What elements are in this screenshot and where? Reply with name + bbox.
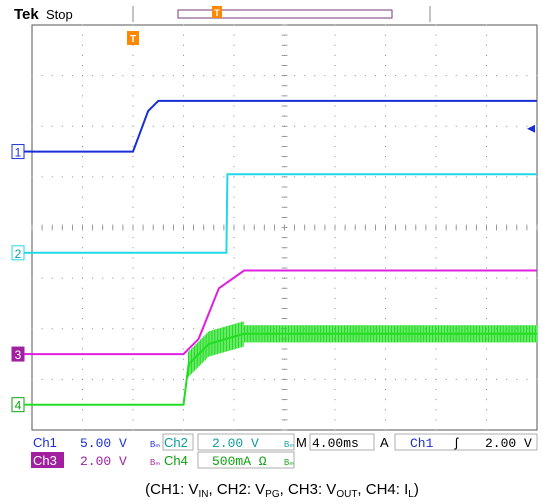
channel-1-ground-marker[interactable]: 1 xyxy=(11,144,32,160)
channel-3-ground-label: 3 xyxy=(15,348,22,362)
status-ch3-label-bg xyxy=(31,452,64,468)
channel-markers: 1 2 3 4 T xyxy=(11,31,535,413)
status-trigger-level: 2.00 V xyxy=(485,436,532,451)
channel-4-ground-marker[interactable]: 4 xyxy=(11,397,32,413)
svg-text:T: T xyxy=(130,34,136,45)
status-ch3-suffix: Bₘ xyxy=(150,458,160,467)
status-ch3-value: 2.00 V xyxy=(80,454,127,469)
trigger-level-arrow-icon[interactable] xyxy=(527,124,535,133)
status-row-2: Ch3 2.00 V Bₘ Ch4 500mA Ω Bₘ xyxy=(31,451,295,469)
trace-ch1 xyxy=(32,99,537,153)
trace-ch2 xyxy=(32,173,537,254)
status-ch4-value: 500mA Ω xyxy=(212,454,267,469)
status-trigger-slope-icon: ʃ xyxy=(454,435,459,450)
channel-2-ground-marker[interactable]: 2 xyxy=(11,245,32,261)
status-ch1-suffix: Bₘ xyxy=(150,440,160,449)
status-trigger-mode: A xyxy=(380,435,389,450)
status-ch2-value: 2.00 V xyxy=(212,436,259,451)
status-ch1-label: Ch1 xyxy=(33,435,57,450)
status-trigger-source: Ch1 xyxy=(410,436,434,451)
status-ch1-value: 5.00 V xyxy=(80,436,127,451)
record-length-bar xyxy=(177,9,393,19)
channel-1-ground-label: 1 xyxy=(15,146,22,160)
status-row-1: Ch1 5.00 V Bₘ Ch2 2.00 V Bₘ M 4.00ms A C… xyxy=(30,433,538,451)
trigger-position-marker[interactable]: T xyxy=(127,31,139,45)
status-timebase-value: 4.00ms xyxy=(312,436,359,451)
status-ch2-suffix: Bₘ xyxy=(284,440,294,449)
run-state-label: Stop xyxy=(46,7,73,22)
status-ch4-suffix: Bₘ xyxy=(284,458,294,467)
traces xyxy=(32,99,538,406)
status-ch2-label: Ch2 xyxy=(164,435,188,450)
trace-ch3 xyxy=(32,269,537,356)
brand-label: Tek xyxy=(14,6,39,23)
figure-caption: (CH1: VIN, CH2: VPG, CH3: VOUT, CH4: IL) xyxy=(145,481,419,500)
graticule xyxy=(31,24,538,431)
channel-4-ground-label: 4 xyxy=(15,399,22,413)
status-ch3-label: Ch3 xyxy=(33,453,57,468)
channel-3-ground-marker[interactable]: 3 xyxy=(11,346,32,362)
status-timebase-label: M xyxy=(296,435,307,450)
status-ch4-label: Ch4 xyxy=(164,453,188,468)
record-position-label: T xyxy=(214,8,220,18)
record-position-marker: T xyxy=(212,6,222,18)
channel-2-ground-label: 2 xyxy=(15,247,22,261)
